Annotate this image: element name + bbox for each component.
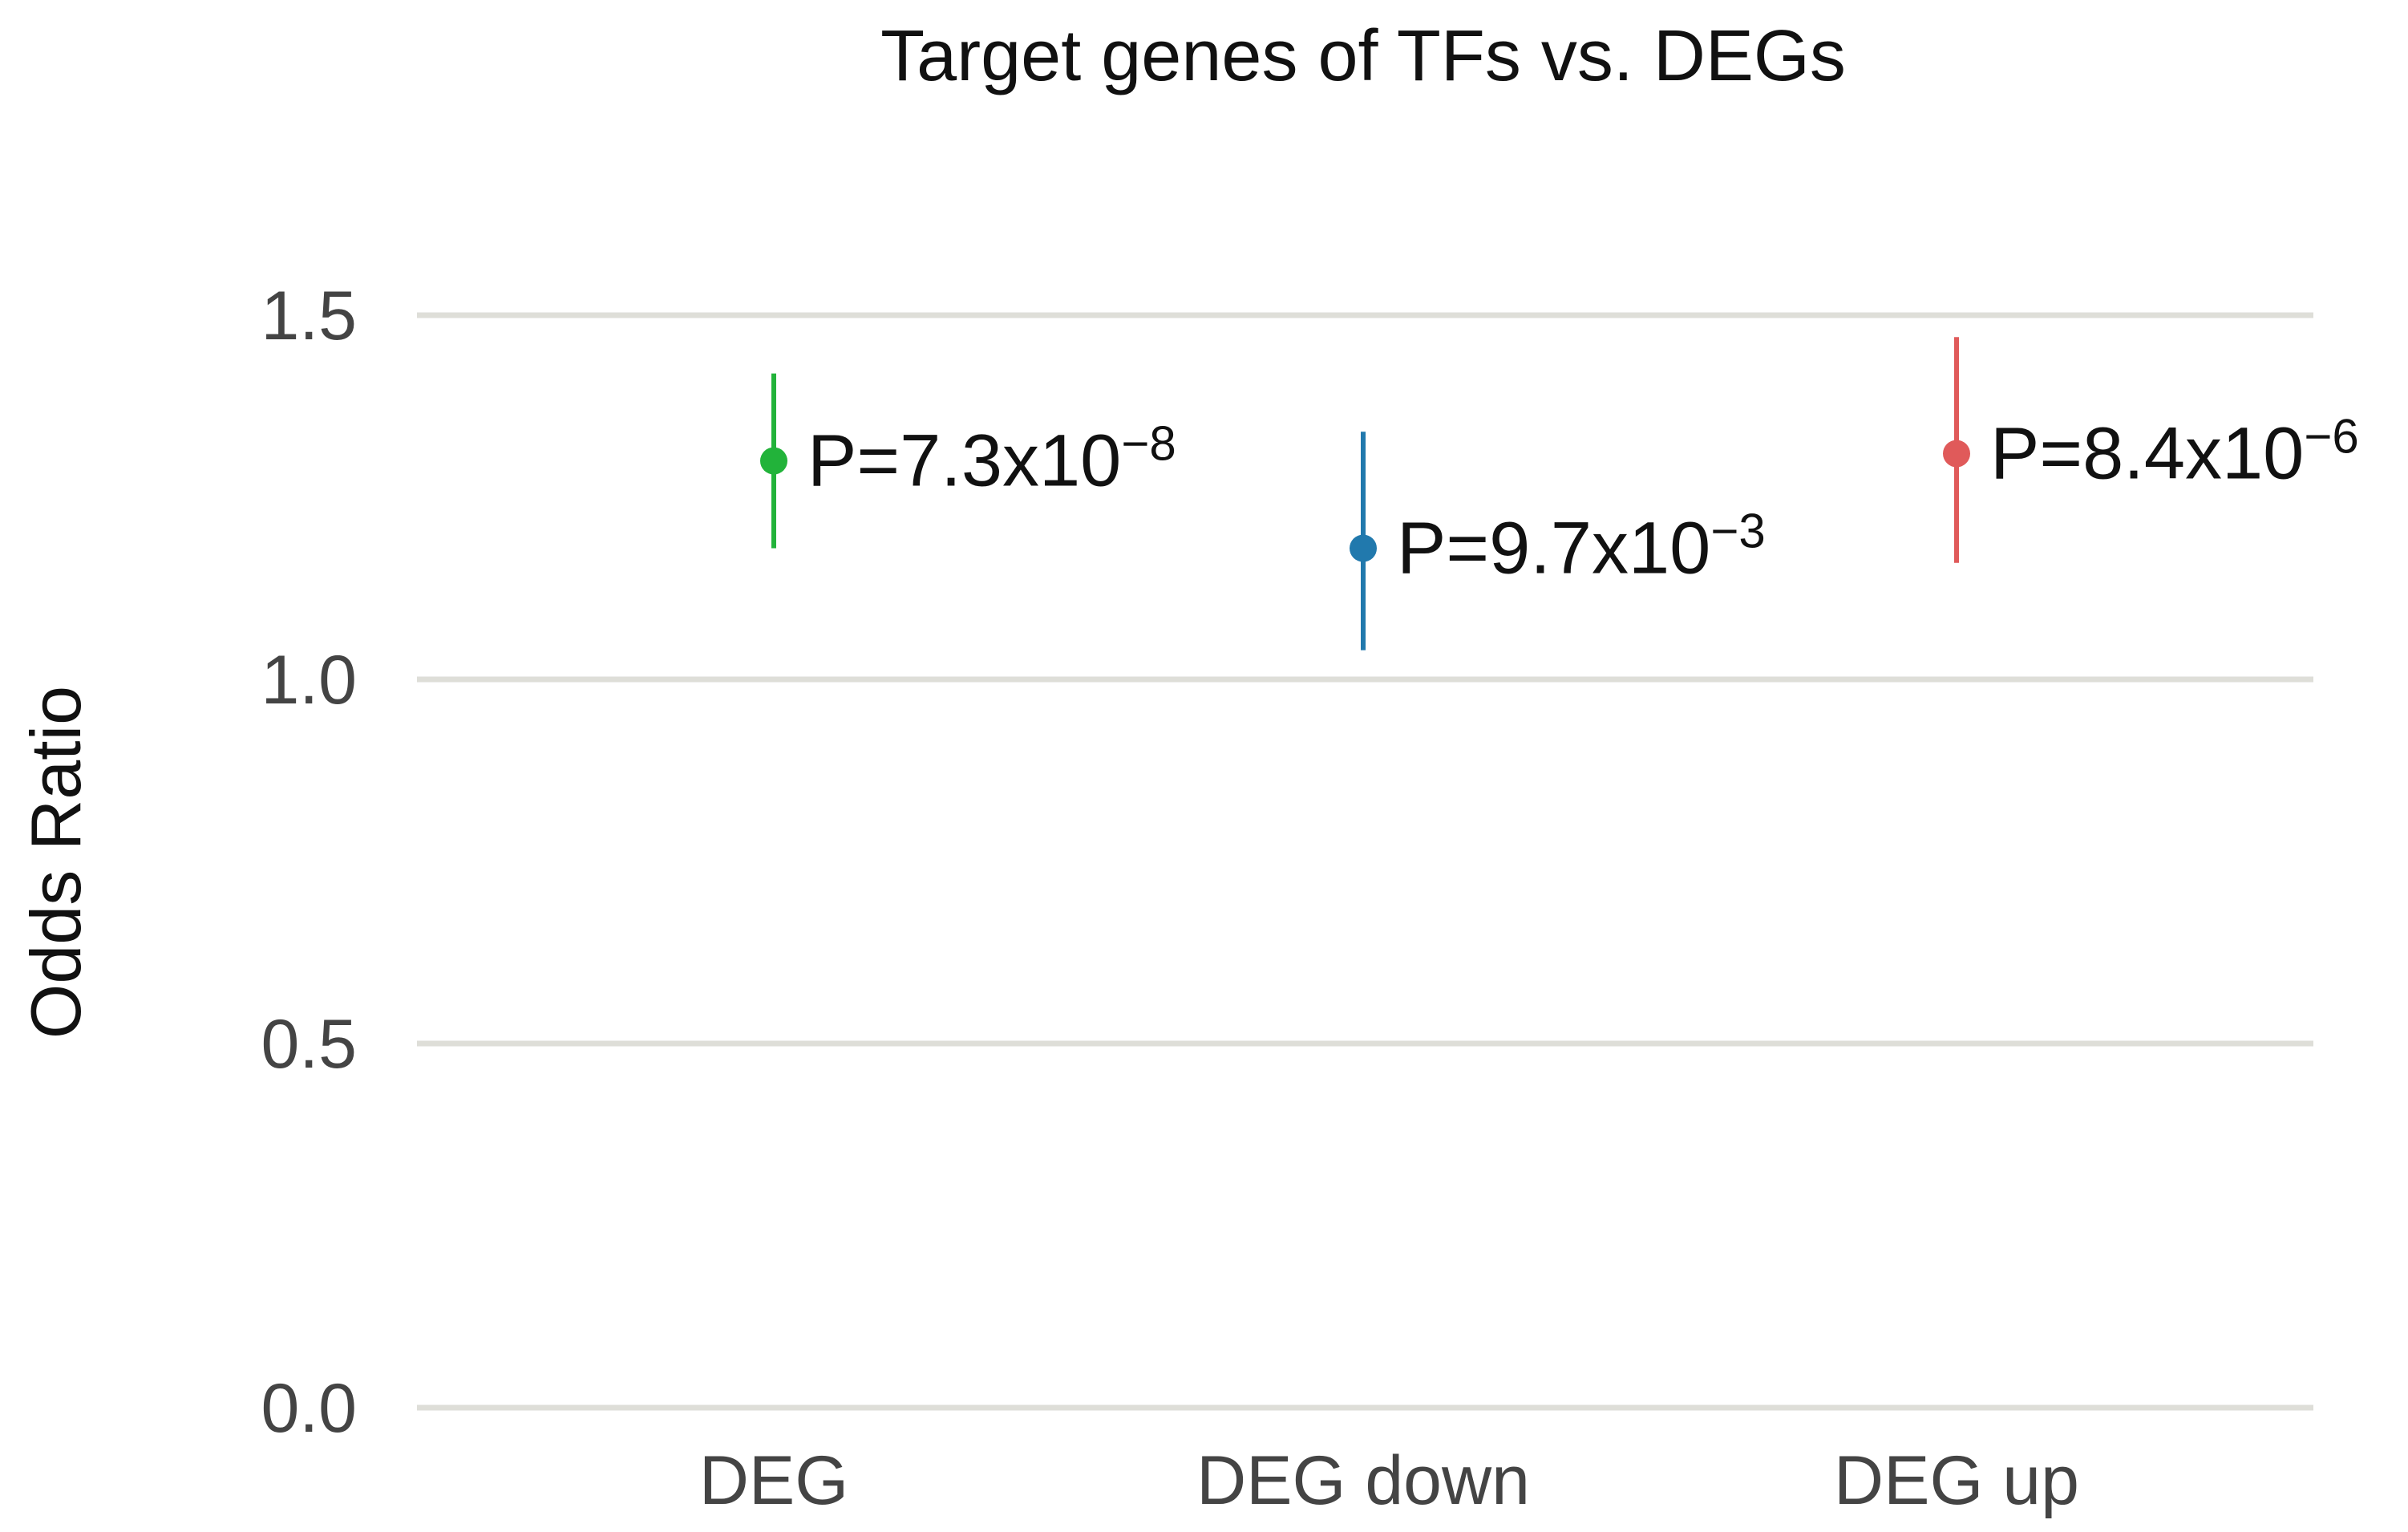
data-point [1943,440,1970,468]
p-value-base: P=9.7x10 [1397,508,1710,590]
data-point [1350,534,1377,562]
chart-title: Target genes of TFs vs. DEGs [880,16,1846,96]
x-tick-label: DEG down [1196,1442,1530,1519]
p-value-exponent: −6 [2304,410,2358,464]
p-value-label: P=9.7x10−3 [1397,505,1766,590]
p-value-exponent: −3 [1710,505,1765,558]
y-tick-label: 1.5 [261,278,357,355]
series-3: P=8.4x10−6 [1943,337,2359,563]
y-tick-label: 0.5 [261,1006,357,1083]
series-2: P=9.7x10−3 [1350,432,1766,650]
x-tick-label: DEG up [1834,1442,2079,1519]
data-point [760,447,787,475]
p-value-base: P=8.4x10 [1990,413,2304,495]
x-axis-ticks: DEG DEG down DEG up [699,1442,2079,1519]
p-value-label: P=7.3x10−8 [807,417,1176,502]
gridlines [417,312,2313,1411]
y-axis-ticks: 0.0 0.5 1.0 1.5 [261,278,357,1447]
y-tick-label: 0.0 [261,1370,357,1447]
y-axis-label: Odds Ratio [16,686,95,1039]
p-value-base: P=7.3x10 [807,420,1121,502]
p-value-label: P=8.4x10−6 [1990,410,2359,495]
x-tick-label: DEG [699,1442,848,1519]
series-1: P=7.3x10−8 [760,373,1176,549]
y-tick-label: 1.0 [261,642,357,719]
data-marks: P=7.3x10−8 P=9.7x10−3 P=8.4x10−6 [760,337,2359,650]
p-value-exponent: −8 [1121,417,1176,471]
